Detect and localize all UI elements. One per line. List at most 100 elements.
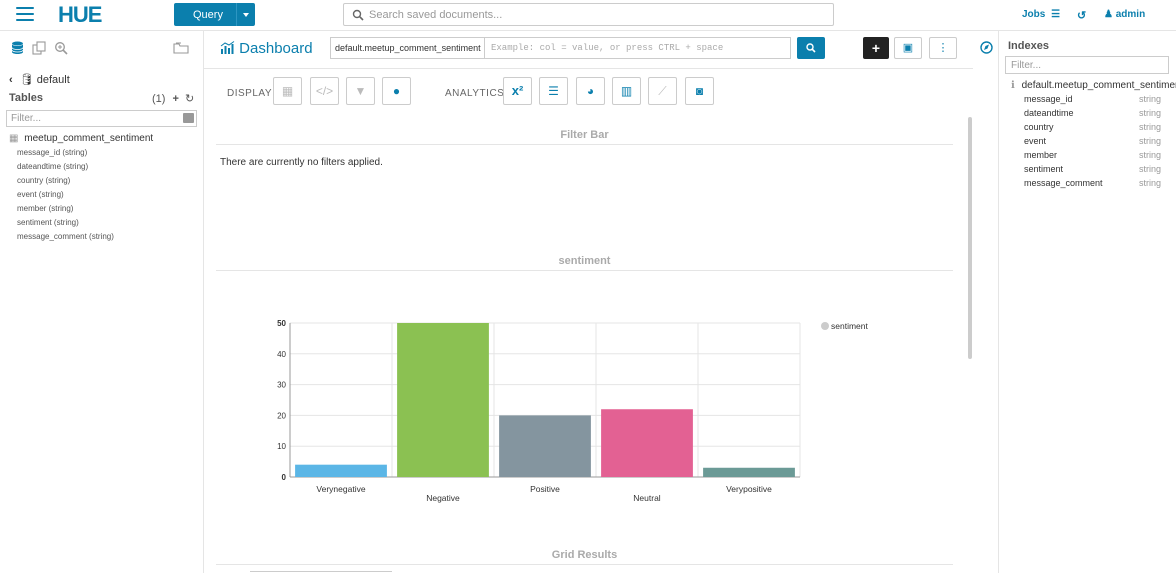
bar xyxy=(703,467,795,477)
bar xyxy=(499,415,591,477)
zoom-search-icon[interactable] xyxy=(54,41,68,55)
database-icon[interactable] xyxy=(11,41,24,55)
search-documents-input[interactable]: Search saved documents... xyxy=(343,3,834,26)
history-icon[interactable]: ↺ xyxy=(1077,10,1087,22)
tables-header: Tables xyxy=(9,92,44,104)
legend-label: sentiment xyxy=(831,321,868,331)
top-navbar: HUE Query Search saved documents... Jobs… xyxy=(0,0,1176,31)
index-field-name[interactable]: message_id xyxy=(1024,94,1073,104)
user-name: admin xyxy=(1115,9,1146,20)
collection-select-value: default.meetup_comment_sentiment xyxy=(335,43,481,53)
collection-select[interactable]: default.meetup_comment_sentiment xyxy=(330,37,485,59)
database-small-icon: 🛢 xyxy=(19,74,34,86)
y-tick-label: 30 xyxy=(277,381,286,390)
indexes-filter-input[interactable]: Filter... xyxy=(1005,56,1169,74)
x-tick-label: Negative xyxy=(426,493,460,503)
y-tick-label: 10 xyxy=(277,442,286,451)
add-widget-button[interactable]: + xyxy=(863,37,889,59)
query-button[interactable]: Query xyxy=(174,3,255,26)
table-name: meetup_comment_sentiment xyxy=(24,133,154,144)
database-breadcrumb[interactable]: ‹ 🛢 default xyxy=(9,73,70,86)
dashboard-main: Dashboard default.meetup_comment_sentime… xyxy=(204,31,973,573)
bar-sort-widget-icon[interactable]: ☰ xyxy=(539,77,568,105)
bar xyxy=(295,464,387,477)
index-field-type: string xyxy=(1139,164,1162,174)
more-options-icon[interactable]: ⋮ xyxy=(929,37,957,59)
refresh-icon[interactable]: ↻ xyxy=(185,93,195,105)
index-field-name[interactable]: country xyxy=(1024,122,1054,132)
hamburger-menu-icon[interactable] xyxy=(16,7,34,22)
search-icon xyxy=(352,9,364,21)
compass-icon[interactable] xyxy=(980,41,993,54)
index-collection-item[interactable]: ℹ default.meetup_comment_sentimer xyxy=(1011,80,1176,91)
query-dropdown-caret-icon[interactable] xyxy=(236,3,255,26)
jobs-list-icon: ☰ xyxy=(1051,9,1061,20)
line-chart-widget-icon[interactable]: ⟋ xyxy=(648,77,677,105)
bar xyxy=(601,409,693,477)
x-tick-label: Neutral xyxy=(633,493,661,503)
grid-results-placeholder xyxy=(250,571,392,572)
counter-widget-icon[interactable]: x² xyxy=(503,77,532,105)
gradient-map-widget-icon[interactable]: ◙ xyxy=(685,77,714,105)
indexes-panel: Indexes Filter... ℹ default.meetup_comme… xyxy=(999,31,1176,573)
jobs-link[interactable]: Jobs ☰ xyxy=(1022,9,1060,20)
column-item[interactable]: country (string) xyxy=(17,176,71,185)
filter-bar-divider xyxy=(216,144,953,145)
index-field-type: string xyxy=(1139,150,1162,160)
sentiment-bar-chart: 0 10 20 30 40 50 Verynegative Negative Positive N… xyxy=(277,319,868,503)
query-input[interactable]: Example: col = value, or press CTRL + sp… xyxy=(484,37,791,59)
index-field-name[interactable]: dateandtime xyxy=(1024,108,1074,118)
index-field-name[interactable]: message_comment xyxy=(1024,178,1103,188)
bar-chart-widget-icon[interactable]: ▥ xyxy=(612,77,641,105)
index-field-name[interactable]: member xyxy=(1024,150,1058,160)
y-tick-label: 50 xyxy=(277,319,286,328)
html-widget-icon[interactable]: </> xyxy=(310,77,339,105)
main-scrollbar[interactable] xyxy=(968,117,972,359)
chevron-left-icon[interactable]: ‹ xyxy=(9,74,13,86)
y-tick-label: 20 xyxy=(277,411,286,420)
index-field-type: string xyxy=(1139,108,1162,118)
table-icon: ▦ xyxy=(9,133,19,144)
widget-palette: DISPLAY ▦ </> ▼ ● ANALYTICS x² ☰ ◕ ▥ ⟋ ◙ xyxy=(204,70,973,113)
filter-widget-icon[interactable]: ▼ xyxy=(346,77,375,105)
column-item[interactable]: sentiment (string) xyxy=(17,218,79,227)
info-icon[interactable]: ℹ xyxy=(1011,80,1015,91)
tables-filter-placeholder: Filter... xyxy=(11,113,42,124)
user-icon: ♟ xyxy=(1104,9,1113,20)
index-field-name[interactable]: sentiment xyxy=(1024,164,1064,174)
indexes-title: Indexes xyxy=(1008,40,1049,52)
table-item[interactable]: ▦ meetup_comment_sentiment xyxy=(9,133,153,144)
dashboard-icon xyxy=(220,41,235,54)
index-field-name[interactable]: event xyxy=(1024,136,1047,146)
pie-chart-widget-icon[interactable]: ◕ xyxy=(576,77,605,105)
column-item[interactable]: message_id (string) xyxy=(17,148,88,157)
query-input-placeholder: Example: col = value, or press CTRL + sp… xyxy=(491,43,724,53)
folder-icon[interactable] xyxy=(173,41,189,54)
jobs-label: Jobs xyxy=(1022,9,1046,20)
y-tick-label: 0 xyxy=(282,473,287,482)
grid-results-title: Grid Results xyxy=(551,549,618,561)
documents-icon[interactable] xyxy=(32,41,46,55)
tables-count-value: (1) xyxy=(152,93,166,105)
dashboard-title-text: Dashboard xyxy=(239,40,313,57)
index-collection-name: default.meetup_comment_sentimer xyxy=(1021,80,1176,91)
index-field-type: string xyxy=(1139,94,1162,104)
map-marker-widget-icon[interactable]: ● xyxy=(382,77,411,105)
grid-widget-icon[interactable]: ▦ xyxy=(273,77,302,105)
save-icon[interactable]: ▣ xyxy=(894,37,922,59)
user-menu[interactable]: ♟ admin xyxy=(1104,9,1145,20)
tables-filter-input[interactable]: Filter... xyxy=(6,110,197,127)
filter-options-icon[interactable] xyxy=(183,113,194,123)
add-table-icon[interactable]: + xyxy=(172,93,179,105)
right-assist-strip xyxy=(973,31,999,573)
x-tick-label: Verypositive xyxy=(726,484,772,494)
column-item[interactable]: member (string) xyxy=(17,204,74,213)
column-item[interactable]: event (string) xyxy=(17,190,64,199)
column-item[interactable]: message_comment (string) xyxy=(17,232,114,241)
sentiment-widget-divider xyxy=(216,270,953,271)
hue-logo[interactable]: HUE xyxy=(58,2,102,27)
run-search-button[interactable] xyxy=(797,37,825,59)
database-name: default xyxy=(36,74,70,86)
column-item[interactable]: dateandtime (string) xyxy=(17,162,89,171)
no-filters-message: There are currently no filters applied. xyxy=(220,157,383,168)
